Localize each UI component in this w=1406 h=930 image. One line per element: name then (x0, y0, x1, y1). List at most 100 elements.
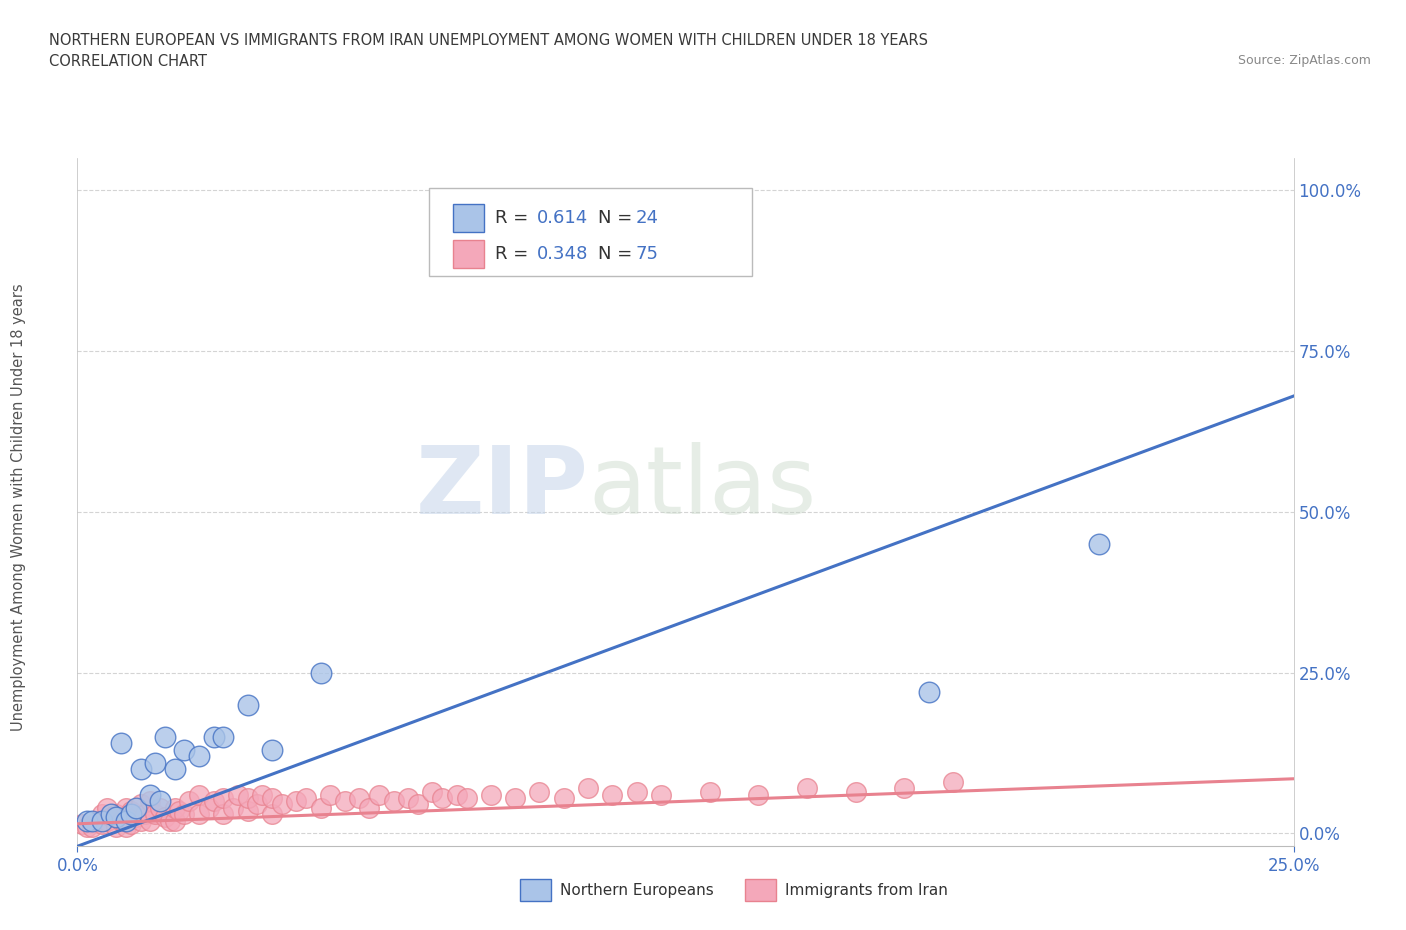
Point (129, 813, 152, 828)
Point (212, 729, 235, 744)
Text: 75: 75 (636, 246, 659, 263)
Point (80, 813, 103, 828)
Point (845, 784, 868, 799)
Point (349, 790, 371, 805)
Point (529, 784, 551, 799)
Point (626, 784, 648, 799)
Point (422, 784, 444, 799)
Point (479, 788, 502, 803)
Text: Immigrants from Iran: Immigrants from Iran (785, 883, 948, 897)
Point (309, 801, 332, 816)
Point (406, 797, 429, 812)
Point (115, 819, 138, 834)
Point (246, 797, 269, 812)
Text: 0.348: 0.348 (537, 246, 589, 263)
Point (115, 801, 138, 816)
Point (76, 819, 98, 834)
Point (179, 794, 201, 809)
Point (309, 665, 332, 680)
Point (202, 794, 225, 809)
Point (134, 806, 156, 821)
Point (202, 729, 225, 744)
Point (382, 794, 405, 809)
Text: R =: R = (495, 209, 534, 227)
Point (115, 813, 138, 828)
Point (260, 790, 283, 805)
Point (153, 729, 176, 744)
Point (197, 801, 219, 816)
Point (260, 742, 283, 757)
Text: CORRELATION CHART: CORRELATION CHART (49, 54, 207, 69)
Point (96, 813, 118, 828)
Point (236, 804, 259, 818)
Point (456, 790, 478, 805)
Point (86, 813, 108, 828)
Text: Northern Europeans: Northern Europeans (560, 883, 713, 897)
Point (576, 781, 599, 796)
Point (110, 813, 132, 828)
Text: ZIP: ZIP (415, 443, 588, 535)
Point (212, 790, 235, 805)
Point (159, 813, 181, 828)
Point (80, 819, 103, 834)
Point (226, 788, 249, 803)
Point (153, 810, 176, 825)
Point (76, 813, 98, 828)
Point (149, 794, 172, 809)
Text: R =: R = (495, 246, 534, 263)
Point (650, 788, 672, 803)
Point (125, 810, 148, 825)
Point (270, 797, 292, 812)
Text: 0.614: 0.614 (537, 209, 589, 227)
Point (319, 788, 342, 803)
Text: NORTHERN EUROPEAN VS IMMIGRANTS FROM IRAN UNEMPLOYMENT AMONG WOMEN WITH CHILDREN: NORTHERN EUROPEAN VS IMMIGRANTS FROM IRA… (49, 33, 928, 47)
Point (260, 806, 283, 821)
Point (120, 806, 142, 821)
Point (143, 806, 166, 821)
Point (893, 781, 915, 796)
Point (110, 736, 132, 751)
Point (100, 806, 122, 821)
Point (368, 788, 391, 803)
Point (129, 797, 152, 812)
Point (188, 788, 211, 803)
Point (553, 790, 575, 805)
Point (125, 801, 148, 816)
Point (70, 817, 93, 831)
Point (250, 788, 273, 803)
Point (90, 813, 112, 828)
Point (96, 801, 118, 816)
Point (359, 801, 381, 816)
Point (699, 784, 721, 799)
Text: atlas: atlas (588, 443, 817, 535)
Point (105, 806, 128, 821)
Point (602, 788, 624, 803)
Point (1088, 537, 1111, 551)
Point (173, 742, 195, 757)
Point (333, 794, 356, 809)
Point (188, 806, 211, 821)
Point (149, 801, 172, 816)
Point (295, 790, 318, 805)
Point (120, 804, 142, 818)
Point (105, 819, 128, 834)
Point (139, 794, 162, 809)
Point (236, 698, 259, 712)
Point (503, 790, 526, 805)
Point (139, 788, 162, 803)
Point (100, 810, 122, 825)
Point (173, 806, 195, 821)
Point (129, 762, 152, 777)
Text: N =: N = (598, 246, 638, 263)
Point (143, 755, 166, 770)
Point (163, 762, 186, 777)
Point (236, 790, 259, 805)
Point (163, 801, 186, 816)
Point (430, 790, 453, 805)
Point (796, 781, 818, 796)
Point (139, 813, 162, 828)
Text: N =: N = (598, 209, 638, 227)
Point (918, 684, 941, 699)
Point (188, 749, 211, 764)
Point (120, 817, 142, 831)
